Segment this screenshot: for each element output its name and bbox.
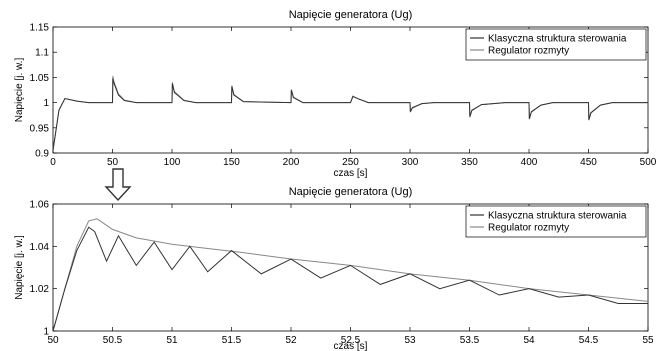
chart-0-y-axis-label: Napięcie [j. w.] — [14, 58, 25, 123]
chart-1-x-tick-label: 52 — [285, 335, 297, 346]
chart-0-x-tick-label: 500 — [640, 157, 656, 168]
chart-1-x-tick-label: 51.5 — [222, 335, 242, 346]
chart-1-x-tick-label: 53.5 — [460, 335, 480, 346]
chart-0-x-tick-label: 100 — [164, 157, 181, 168]
chart-0-x-tick-label: 250 — [342, 157, 359, 168]
chart-0-y-tick-label: 0.9 — [35, 149, 49, 160]
chart-0-y-tick-label: 1.05 — [30, 73, 50, 84]
chart-1-y-axis-label: Napięcie [j. w.] — [14, 235, 25, 300]
zoom-arrow-icon — [104, 168, 132, 202]
chart-0-y-tick-label: 1.1 — [35, 48, 49, 59]
chart-0-x-tick-label: 150 — [223, 157, 240, 168]
chart-0-x-tick-label: 350 — [461, 157, 478, 168]
chart-1-x-tick-label: 54 — [523, 335, 535, 346]
chart-1-title: Napięcie generatora (Ug) — [289, 186, 413, 198]
chart-0-legend-label: Klasyczna struktura sterowania — [488, 34, 627, 45]
chart-0-x-tick-label: 0 — [50, 157, 56, 168]
chart-1-y-tick-label: 1 — [43, 327, 49, 338]
chart-0-y-tick-label: 1.15 — [30, 23, 50, 34]
bottom-chart-panel: Napięcie generatora (Ug) 50 50.5 51 51.5 52 52… — [14, 186, 654, 351]
chart-1-legend-label: Klasyczna struktura sterowania — [488, 211, 627, 222]
chart-1-x-tick-label: 52.5 — [341, 335, 361, 346]
chart-1-y-tick-label: 1.02 — [30, 284, 50, 295]
chart-1-x-tick-label: 54.5 — [579, 335, 599, 346]
chart-0-x-tick-label: 400 — [521, 157, 538, 168]
chart-1-x-axis-label: czas [s] — [334, 341, 368, 351]
chart-0-x-tick-label: 300 — [402, 157, 419, 168]
chart-1-series-line-classic — [53, 226, 648, 331]
chart-0-y-tick-label: 1 — [43, 98, 49, 109]
chart-0-series-line-classic — [53, 78, 648, 151]
chart-0-legend-label: Regulator rozmyty — [488, 46, 569, 57]
top-chart-panel: Napięcie generatora (Ug) 0 50 100 150 200 250 3… — [14, 9, 656, 179]
chart-1-series-line-fuzzy — [53, 218, 648, 331]
chart-0-series-line-fuzzy — [53, 75, 648, 151]
chart-0-x-tick-label: 200 — [283, 157, 300, 168]
chart-1-x-tick-label: 53 — [404, 335, 416, 346]
chart-0-x-tick-label: 450 — [580, 157, 597, 168]
chart-1-x-tick-label: 55 — [642, 335, 654, 346]
chart-1-y-tick-label: 1.06 — [30, 200, 50, 211]
chart-0-legend-box — [465, 28, 647, 61]
chart-1-y-tick-label: 1.04 — [30, 242, 50, 253]
chart-1-x-tick-label: 50 — [47, 335, 59, 346]
chart-1-x-tick-label: 50.5 — [103, 335, 123, 346]
chart-0-x-tick-label: 50 — [107, 157, 119, 168]
chart-0-x-axis-label: czas [s] — [334, 168, 368, 179]
chart-1-legend-label: Regulator rozmyty — [488, 223, 569, 234]
chart-0-y-tick-label: 0.95 — [30, 123, 50, 134]
chart-1-x-tick-label: 51 — [166, 335, 178, 346]
chart-1-legend-box — [465, 205, 647, 238]
chart-0-title: Napięcie generatora (Ug) — [289, 9, 413, 21]
